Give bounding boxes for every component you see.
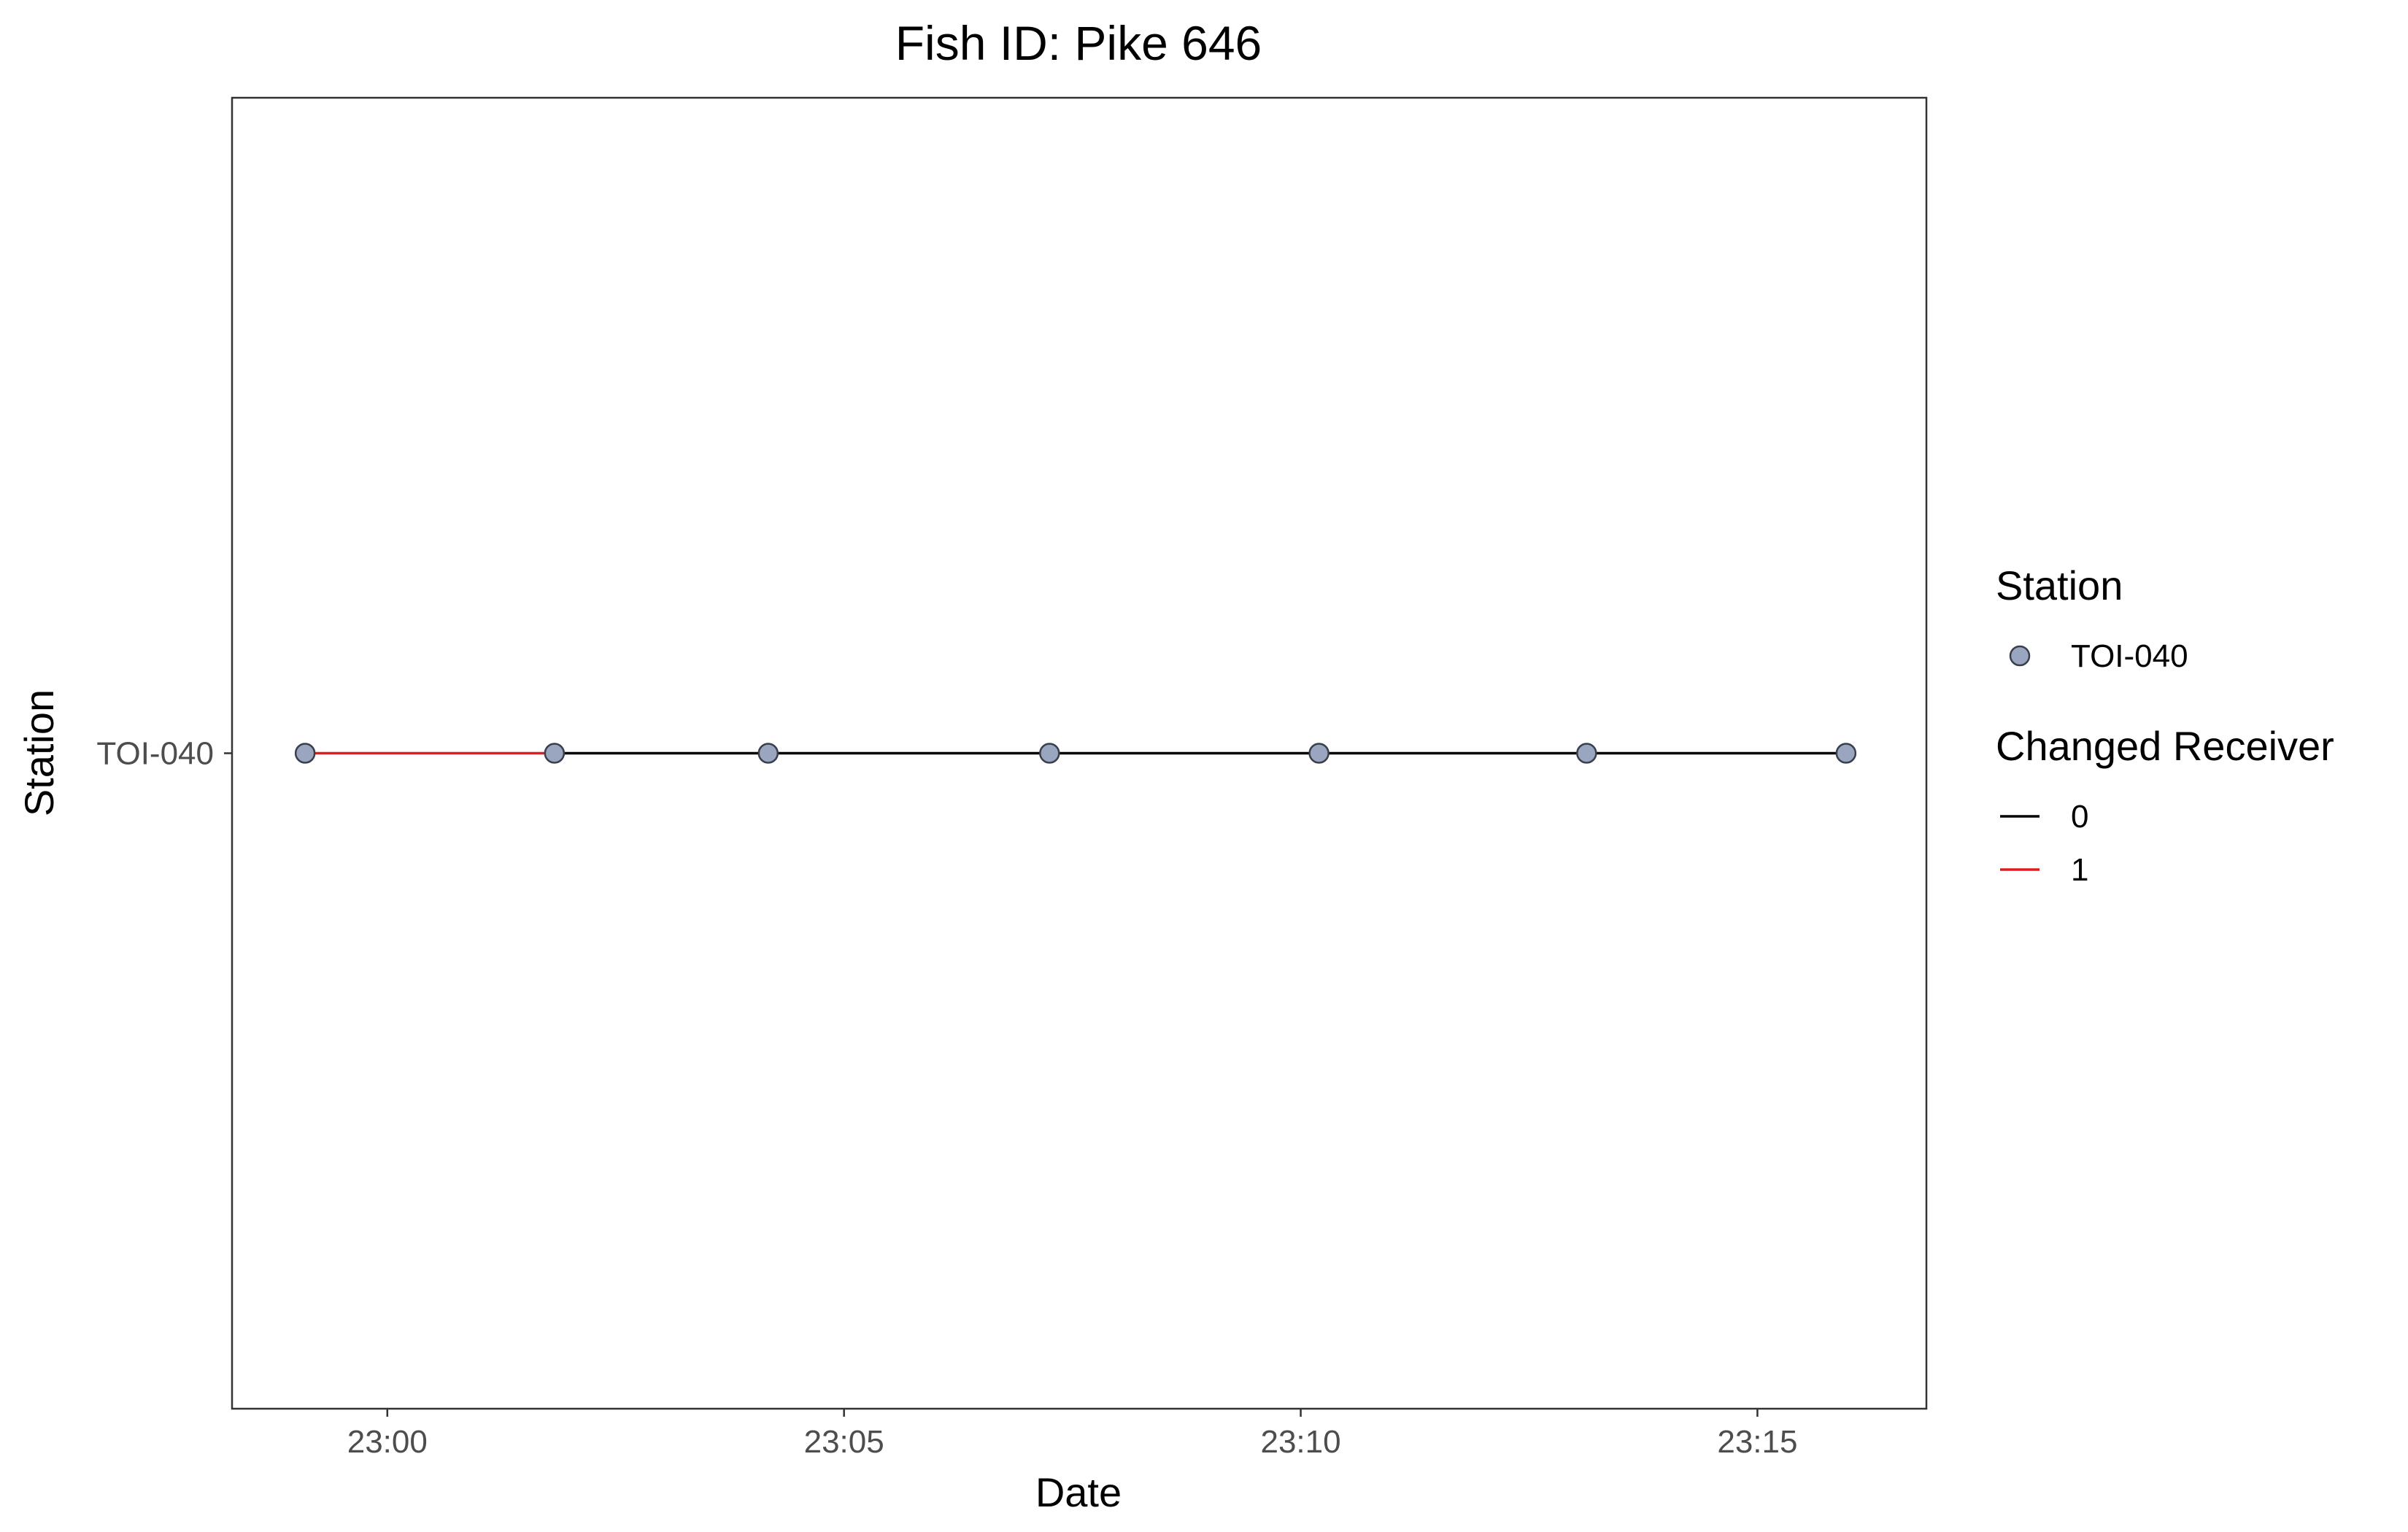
data-point [1039, 743, 1060, 764]
x-tick-label: 23:05 [804, 1424, 884, 1460]
data-point [1576, 743, 1597, 764]
legend-title: Station [1996, 562, 2123, 608]
x-tick-label: 23:15 [1717, 1424, 1797, 1460]
x-axis-title: Date [1035, 1469, 1122, 1515]
y-axis: TOI-040 [96, 736, 232, 772]
chart-title: Fish ID: Pike 646 [895, 16, 1262, 70]
y-axis-title: Station [16, 689, 62, 816]
legend-label: 0 [2071, 799, 2088, 835]
data-point [544, 743, 566, 764]
x-tick-label: 23:10 [1260, 1424, 1340, 1460]
data-point [1835, 743, 1857, 764]
data-point [294, 743, 316, 764]
legend-label: 1 [2071, 852, 2088, 888]
data-points [294, 743, 1857, 764]
legend-title: Changed Receiver [1996, 723, 2334, 769]
legend-label: TOI-040 [2071, 638, 2188, 674]
x-tick-label: 23:00 [347, 1424, 428, 1460]
x-axis: 23:00 23:05 23:10 23:15 [347, 1409, 1797, 1460]
legend: Station TOI-040 Changed Receiver 0 1 [1996, 562, 2334, 888]
y-tick-label: TOI-040 [96, 736, 214, 772]
data-point [757, 743, 779, 764]
data-point [1308, 743, 1330, 764]
legend-key-point [2009, 645, 2031, 667]
